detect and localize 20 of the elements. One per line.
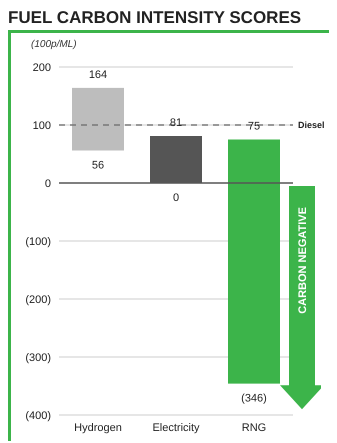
y-tick-label: (300)	[25, 352, 51, 364]
y-tick-label: (100)	[25, 236, 51, 248]
bar	[72, 88, 124, 151]
ref-line-label: Diesel	[298, 120, 325, 130]
annotation: 81	[170, 117, 182, 130]
annotation: 56	[92, 159, 104, 172]
y-tick-label: 0	[44, 178, 51, 190]
annotation: (346)	[241, 392, 267, 404]
chart-title: FUEL CARBON INTENSITY SCORES	[8, 8, 302, 29]
x-tick-label: RNG	[242, 422, 266, 434]
annotation: 164	[88, 68, 108, 81]
x-tick-label: Electricity	[152, 422, 200, 434]
y-tick-label: (400)	[25, 410, 51, 422]
y-tick-label: (200)	[25, 294, 51, 306]
y-tick-label: 200	[32, 62, 51, 74]
y-axis-title: (100p/ML)	[31, 39, 77, 50]
x-tick-label: Hydrogen	[74, 422, 122, 434]
annotation: 75	[248, 120, 260, 132]
annotation: 0	[172, 192, 180, 204]
y-tick-label: 100	[32, 120, 51, 132]
